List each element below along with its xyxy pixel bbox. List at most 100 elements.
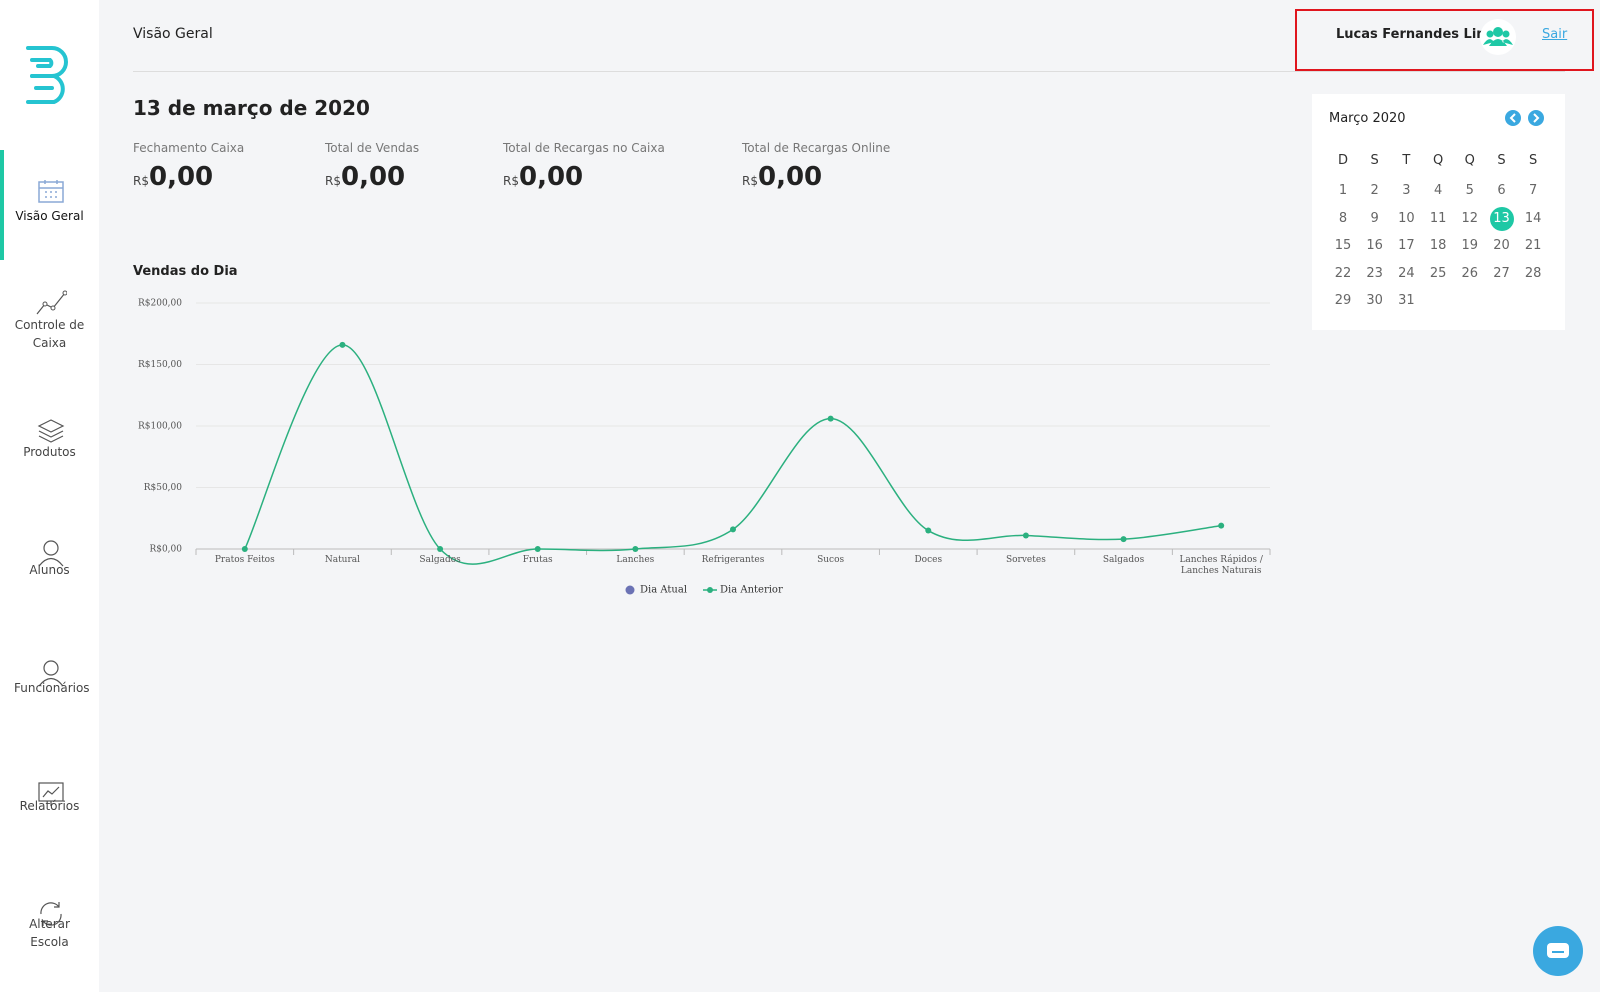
legend-swatch bbox=[707, 587, 713, 593]
logo bbox=[26, 46, 68, 104]
icon-refresh bbox=[40, 902, 62, 926]
x-tick-label: Sorvetes bbox=[1005, 555, 1046, 565]
calendar-day[interactable]: 18 bbox=[1429, 238, 1447, 253]
icon-layers bbox=[37, 419, 65, 443]
nav-item[interactable]: Alunos bbox=[29, 563, 70, 577]
calendar-day[interactable]: 22 bbox=[1334, 265, 1352, 281]
weekday: S bbox=[1370, 153, 1379, 168]
x-tick-label: Lanches Rápidos / Lanches Naturais bbox=[1179, 555, 1263, 576]
calendar: Março 2020 D S T Q Q S S 1 2 3 4 5 6 7 8 9 10 11 12 13 14 15 1… bbox=[1312, 94, 1565, 330]
nav-item[interactable]: Visão Geral bbox=[15, 209, 84, 223]
calendar-day[interactable]: 27 bbox=[1493, 265, 1510, 281]
weekday: T bbox=[1402, 153, 1411, 168]
stat-label: Total de Vendas bbox=[325, 141, 420, 155]
x-tick-label: Natural bbox=[324, 555, 361, 565]
calendar-day[interactable]: 19 bbox=[1461, 238, 1479, 253]
calendar-month: Março 2020 bbox=[1329, 111, 1406, 126]
icon-user bbox=[38, 540, 64, 567]
calendar-day[interactable]: 30 bbox=[1366, 293, 1383, 308]
legend-label: Dia Anterior bbox=[720, 585, 783, 596]
prev-month[interactable] bbox=[1505, 110, 1521, 126]
calendar-day[interactable]: 1 bbox=[1338, 183, 1348, 198]
calendar-day[interactable]: 13 bbox=[1489, 206, 1514, 231]
chart: R$0,00 R$50,00 R$100,00 R$150,00 R$200,00 Dia… bbox=[130, 290, 1290, 620]
calendar-day[interactable]: 29 bbox=[1334, 293, 1352, 308]
amount: 0,00 bbox=[757, 162, 823, 192]
stat-label: Total de Recargas no Caixa bbox=[503, 141, 665, 155]
x-tick-label: Sucos bbox=[817, 555, 845, 565]
calendar-day[interactable]: 5 bbox=[1465, 183, 1474, 198]
calendar-day[interactable]: 15 bbox=[1334, 238, 1352, 253]
data-point bbox=[1218, 522, 1225, 529]
stat-label: Total de Recargas Online bbox=[742, 141, 891, 155]
calendar-day[interactable]: 21 bbox=[1524, 238, 1542, 253]
currency: R$ bbox=[325, 174, 341, 188]
x-tick-label: Salgados bbox=[419, 555, 461, 565]
calendar-day[interactable]: 10 bbox=[1398, 210, 1415, 226]
chart-svg: R$0,00 R$50,00 R$100,00 R$150,00 R$200,00 Dia… bbox=[138, 299, 1271, 596]
calendar-day[interactable]: 17 bbox=[1398, 238, 1415, 253]
nav-item[interactable]: Funcionários bbox=[14, 681, 90, 695]
highlight-box bbox=[1295, 9, 1594, 71]
data-point bbox=[730, 526, 736, 533]
x-tick-label: Doces bbox=[914, 555, 943, 565]
data-point bbox=[339, 341, 346, 348]
calendar-day[interactable]: 24 bbox=[1398, 265, 1415, 281]
legend-swatch bbox=[625, 585, 635, 595]
icon-chart bbox=[36, 290, 67, 315]
calendar-day[interactable]: 23 bbox=[1366, 265, 1383, 281]
x-tick-label: Salgados bbox=[1102, 555, 1145, 565]
date-heading: 13 de março de 2020 bbox=[133, 96, 370, 120]
x-tick-label: Refrigerantes bbox=[701, 555, 765, 565]
data-point bbox=[437, 546, 444, 552]
calendar-day[interactable]: 12 bbox=[1461, 210, 1479, 226]
data-point bbox=[534, 546, 541, 552]
x-tick-label: Lanches bbox=[616, 555, 655, 565]
icon-report bbox=[38, 782, 64, 806]
calendar-day[interactable]: 25 bbox=[1429, 265, 1447, 281]
calendar-day[interactable]: 14 bbox=[1524, 210, 1542, 226]
calendar-day[interactable]: 20 bbox=[1493, 238, 1510, 253]
legend-label: Dia Atual bbox=[640, 585, 687, 596]
calendar-day[interactable]: 11 bbox=[1429, 210, 1447, 226]
x-tick-label: Frutas bbox=[522, 555, 553, 565]
logout-link[interactable]: Sair bbox=[1542, 27, 1568, 42]
calendar-day[interactable]: 8 bbox=[1338, 210, 1348, 226]
page-title: Visão Geral bbox=[133, 26, 213, 42]
active-indicator bbox=[0, 150, 4, 260]
stat-value: R$0,00 bbox=[133, 162, 213, 192]
calendar-day[interactable]: 9 bbox=[1370, 210, 1379, 226]
data-point bbox=[1022, 532, 1029, 539]
calendar-day[interactable]: 31 bbox=[1398, 293, 1415, 308]
calendar-day[interactable]: 3 bbox=[1402, 183, 1411, 198]
chart-title: Vendas do Dia bbox=[133, 264, 238, 279]
calendar-day[interactable]: 28 bbox=[1524, 265, 1542, 281]
data-point bbox=[827, 415, 834, 422]
calendar-day[interactable]: 7 bbox=[1529, 183, 1538, 198]
data-point bbox=[1120, 536, 1127, 543]
calendar-day[interactable]: 6 bbox=[1497, 183, 1506, 198]
data-point bbox=[925, 527, 932, 534]
next-month[interactable] bbox=[1528, 110, 1544, 126]
nav-item[interactable]: Relatórios bbox=[19, 799, 80, 813]
calendar-day[interactable]: 16 bbox=[1366, 238, 1383, 253]
user-name: Lucas Fernandes Lima bbox=[1336, 27, 1499, 42]
user-avatar[interactable] bbox=[1479, 18, 1517, 56]
nav-item[interactable]: Produtos bbox=[23, 445, 76, 459]
data-point bbox=[241, 546, 248, 552]
icon-calendar bbox=[38, 180, 64, 203]
y-tick-label: R$100,00 bbox=[138, 422, 182, 432]
calendar-day[interactable]: 2 bbox=[1370, 183, 1379, 198]
x-tick-label: Pratos Feitos bbox=[214, 555, 275, 565]
stat-label: Fechamento Caixa bbox=[133, 141, 245, 155]
divider bbox=[133, 71, 1565, 72]
chat-button[interactable] bbox=[1532, 925, 1584, 977]
nav-item[interactable]: Controle de Caixa bbox=[14, 318, 85, 350]
nav-item[interactable]: Alterar Escola bbox=[29, 917, 70, 949]
calendar-day[interactable]: 4 bbox=[1433, 183, 1443, 198]
y-tick-label: R$150,00 bbox=[138, 360, 182, 370]
stat-value: R$0,00 bbox=[503, 162, 583, 192]
weekday: S bbox=[1497, 153, 1506, 168]
calendar-day[interactable]: 26 bbox=[1461, 265, 1479, 281]
